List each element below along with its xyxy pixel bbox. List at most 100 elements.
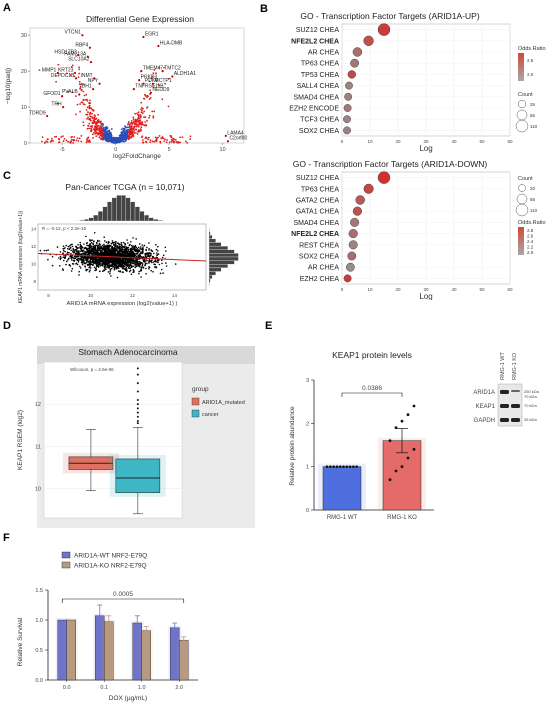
tcga-point [121,259,124,261]
labeled-gene-point [93,77,96,80]
volcano-point [72,139,75,142]
volcano-point [57,63,60,66]
tcga-point [66,251,69,254]
tcga-point [85,268,87,271]
tcga-point [113,250,116,252]
volcano-point [63,138,66,140]
tcga-point [141,265,143,268]
volcano-point [91,126,93,129]
tcga-point [145,248,147,251]
ko-data-point [394,426,398,430]
tcga-point [99,250,102,252]
volcano-point [149,89,152,92]
tcga-point [128,260,131,263]
x-tick-label: 5 [168,147,171,153]
tcga-point [120,260,122,262]
volcano-point [97,125,100,127]
tcga-point [115,267,118,270]
x-histogram-bar [125,197,131,222]
ko-data-point [400,465,404,469]
volcano-point [100,127,103,130]
tcga-point [109,271,111,273]
volcano-point [81,101,84,104]
tcga-point [70,259,73,261]
blot-protein-label: KEAP1 [476,404,496,410]
tcga-point [162,272,164,274]
count-legend-dot [518,184,526,192]
blot-kda: 70 kDa [524,403,537,408]
tcga-point [70,256,73,259]
tcga-point [92,261,94,263]
go-term-dot [345,81,353,90]
y-tick-label: 30 [21,33,27,39]
tcga-point [83,255,86,258]
tcga-point [144,260,147,262]
tcga-point [97,262,99,264]
go-term-label: TCF3 CHEA [300,117,339,124]
x-histogram-bar [144,214,150,222]
volcano-point [54,136,56,138]
tcga-point [111,249,114,251]
volcano-point [78,137,81,140]
volcano-point [99,122,102,124]
tcga-y-tick: 10 [31,262,37,267]
tcga-point [110,265,112,267]
tcga-point [145,273,147,275]
volcano-point [153,86,155,88]
tcga-point [108,253,111,255]
tcga-point [132,237,134,239]
tcga-point [45,249,48,252]
wt-data-point [352,465,355,468]
tcga-point [69,245,71,247]
wt-data-point [325,465,329,468]
tcga-point [81,246,83,248]
tcga-point [157,250,159,252]
tcga-point [47,249,49,251]
tcga-point [85,235,87,238]
volcano-point [151,140,154,143]
tcga-point [130,266,132,268]
labeled-gene-point [224,134,227,137]
panel-c-label: C [3,170,11,182]
tcga-point [136,263,138,265]
count-legend-value: 65 [530,113,536,118]
tcga-point [136,252,139,255]
outlier-point [136,373,139,376]
tcga-point [125,252,128,254]
odds-tick: 2.6 [527,233,534,238]
volcano-point [127,134,130,137]
volcano-point [148,116,150,119]
tcga-point [110,248,113,250]
tcga-point [98,249,100,251]
tcga-point [125,268,128,270]
blot-lane-label: RMG-1 WT [500,352,506,380]
volcano-point [89,125,92,128]
tcga-point [100,245,103,248]
tcga-point [70,253,72,255]
tcga-point [110,275,112,277]
volcano-point [164,82,166,85]
tcga-point [142,259,145,262]
tcga-point [129,269,132,272]
tcga-point [129,263,132,266]
volcano-point [129,136,132,138]
tcga-point [79,258,81,261]
blot-band [500,418,509,422]
volcano-point [119,135,122,137]
tcga-point [93,251,96,254]
tcga-point [99,245,101,248]
volcano-point [168,141,171,144]
tcga-point [115,261,118,263]
x-histogram-bar [121,195,126,222]
tcga-point [121,271,124,273]
tcga-point [164,246,167,249]
tcga-point [99,263,101,265]
tcga-point [118,243,120,245]
tcga-point [67,248,69,250]
tcga-point [125,247,128,250]
tcga-point [142,246,144,248]
volcano-point [117,138,120,141]
volcano-point [124,131,127,134]
panel-a-volcano: A Differential Gene Expression VTCN1 EGR1… [3,2,247,160]
tcga-point [109,248,111,251]
